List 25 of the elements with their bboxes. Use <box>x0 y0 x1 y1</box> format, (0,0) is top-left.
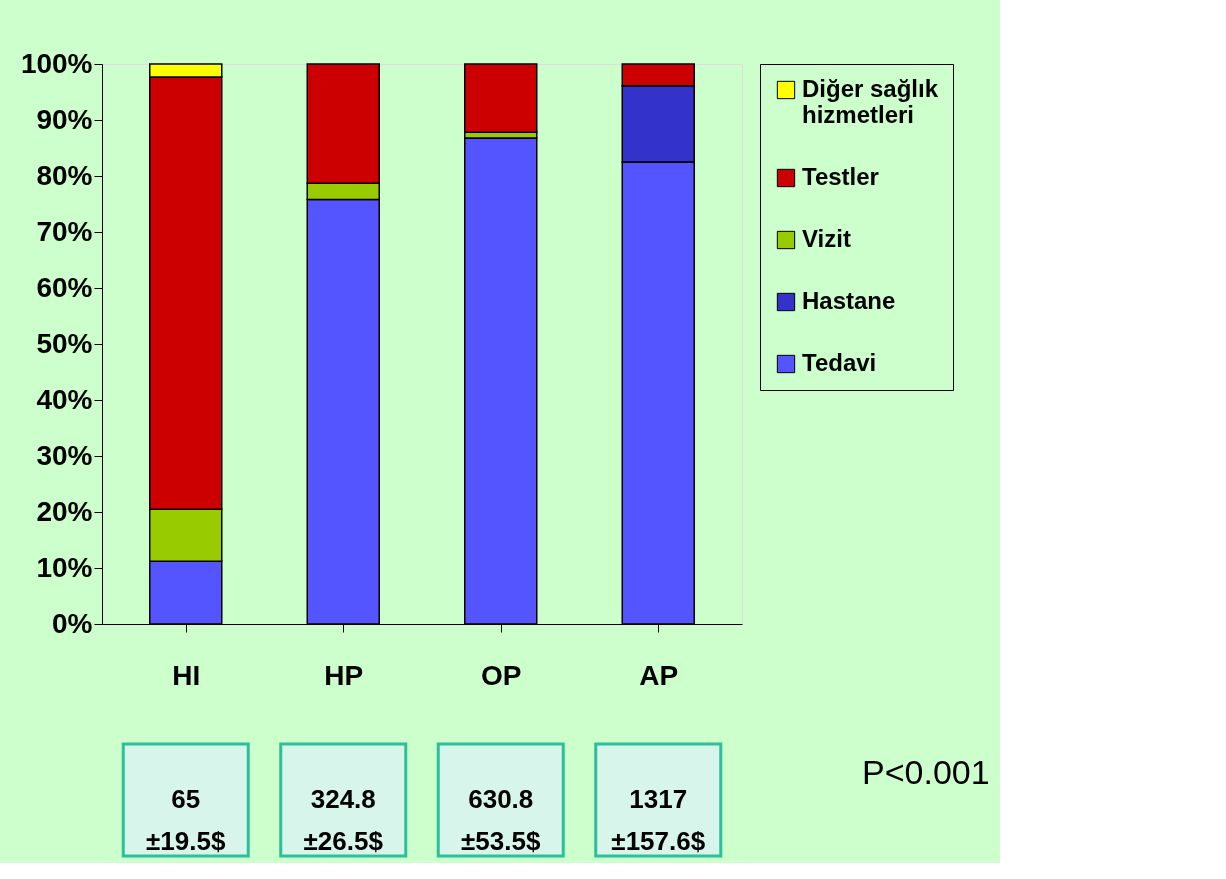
y-tick-label: 70% <box>36 215 93 247</box>
text: 1317 ±157.6$ <box>611 784 706 856</box>
text: 324.8 ±26.5$ <box>303 784 384 856</box>
x-tick-label: AP <box>639 659 679 691</box>
y-tick-label: 50% <box>36 327 93 359</box>
x-tick-label: OP <box>481 659 522 691</box>
legend-label: Tedavi <box>802 349 877 376</box>
y-tick-label: 30% <box>36 439 93 471</box>
y-tick-label: 20% <box>36 495 93 527</box>
y-tick-label: 80% <box>36 159 93 191</box>
legend-label: Hastane <box>802 287 896 314</box>
text: 65 ±19.5$ <box>146 784 226 856</box>
y-tick-label: 60% <box>36 271 93 303</box>
text: P<0.001 <box>862 753 990 791</box>
legend-label: Vizit <box>802 225 851 252</box>
legend-label: Testler <box>802 163 879 190</box>
y-tick-label: 40% <box>36 383 93 415</box>
x-tick-label: HI <box>172 659 201 691</box>
y-tick-label: 10% <box>36 551 93 583</box>
legend-label: Diğer sağlık hizmetleri <box>802 75 939 128</box>
y-tick-label: 0% <box>52 607 93 639</box>
text: 630.8 ±53.5$ <box>461 784 541 856</box>
y-tick-label: 90% <box>36 103 93 135</box>
x-tick-label: HP <box>324 659 364 691</box>
y-tick-label: 100% <box>20 47 93 79</box>
